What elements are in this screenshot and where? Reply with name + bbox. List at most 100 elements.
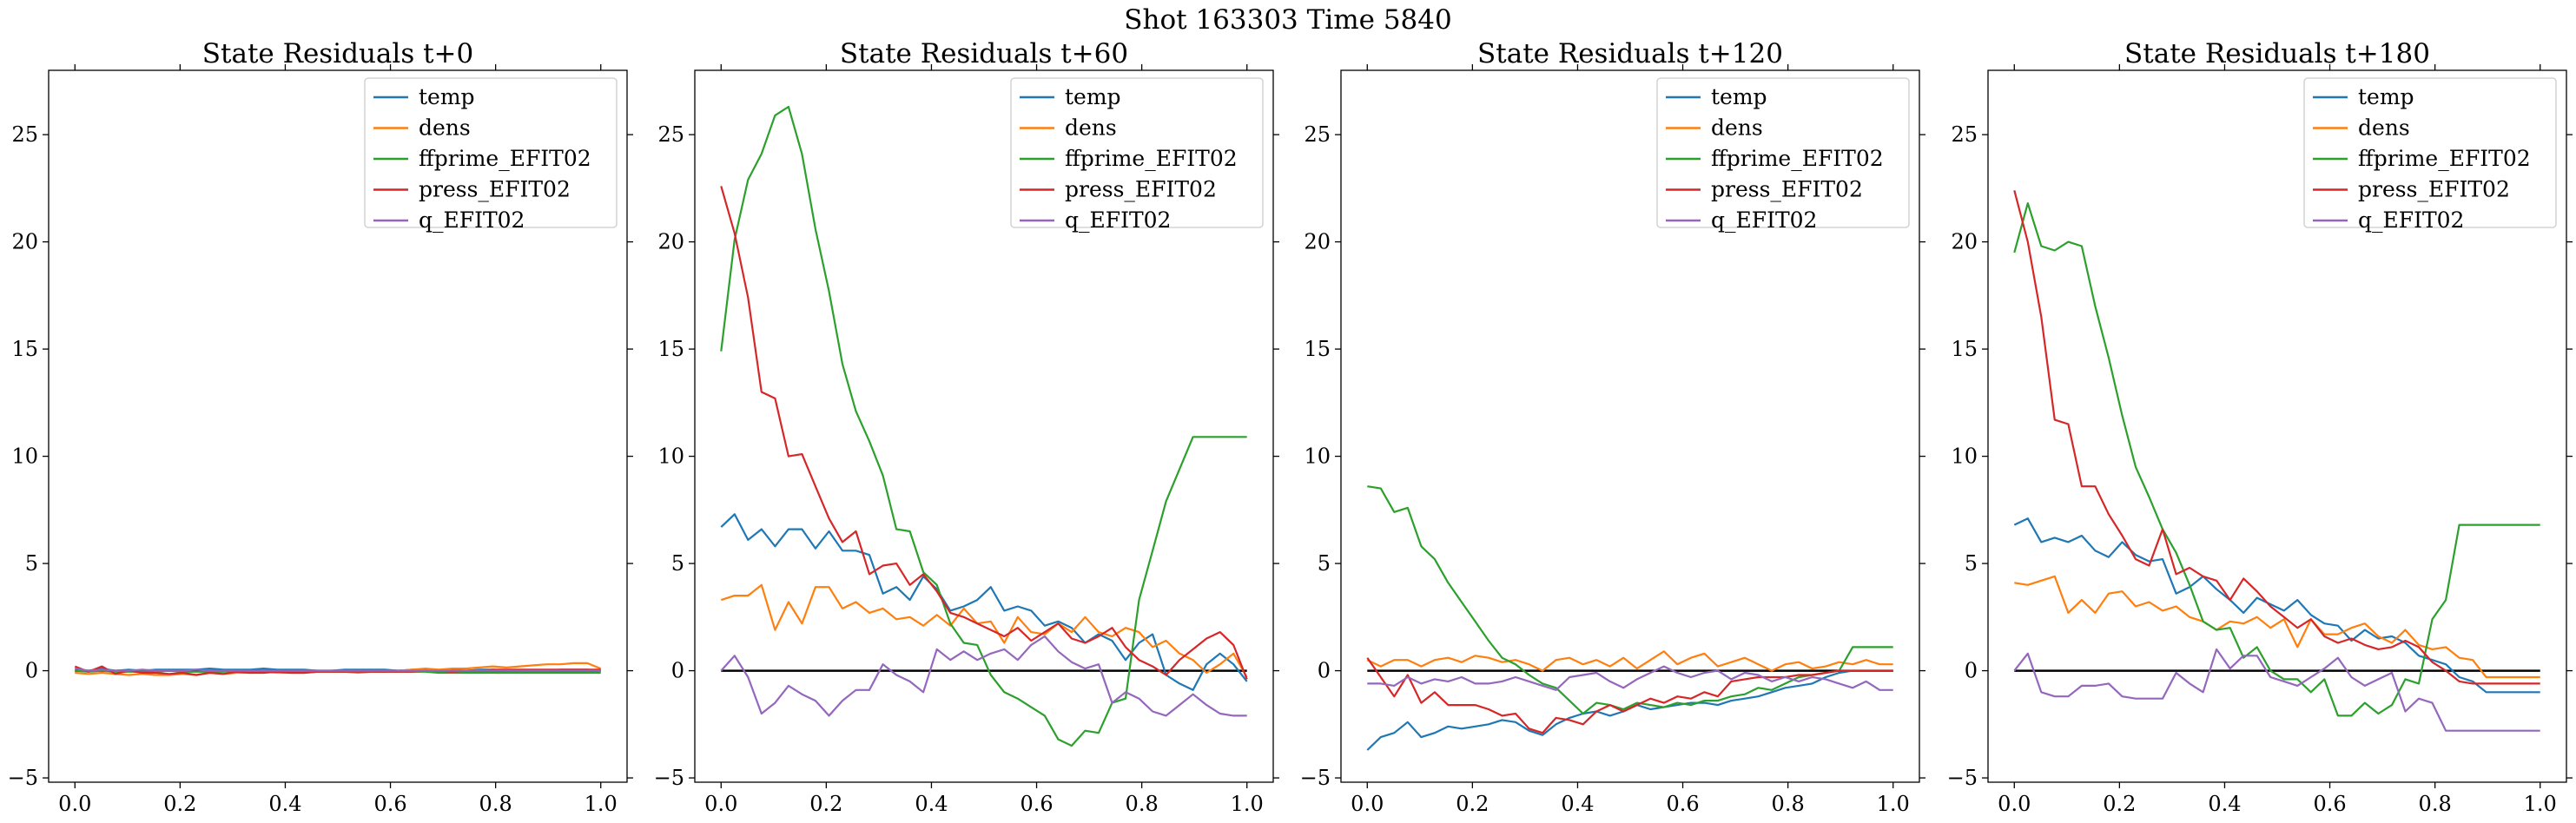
x-tick-label: 0.2 <box>809 792 842 816</box>
axes-frame <box>48 69 628 783</box>
legend-box <box>2303 77 2557 228</box>
y-tick-label: 5 <box>25 551 38 576</box>
x-tick-label: 0.2 <box>1456 792 1489 816</box>
x-tick-label: 0.6 <box>373 792 406 816</box>
series-line-temp <box>2013 517 2540 694</box>
x-tick-label: 0.8 <box>2419 792 2452 816</box>
y-tick-label: 25 <box>11 122 38 147</box>
series-line-ffprime_EFIT02 <box>1367 485 1893 715</box>
chart-title: State Residuals t+60 <box>840 38 1128 69</box>
series-line-q_EFIT02 <box>2013 648 2540 732</box>
series-line-temp <box>720 513 1248 691</box>
legend: temp dens ffprime_EFIT02 press_EFIT02 q_EFIT… <box>1010 77 1264 233</box>
y-tick-label: 20 <box>657 230 684 254</box>
x-tick-label: 0.8 <box>1126 792 1159 816</box>
series-line-ffprime_EFIT02 <box>720 105 1247 747</box>
series-line-press_EFIT02 <box>2013 190 2540 685</box>
legend-label: dens <box>419 115 471 141</box>
chart-title: State Residuals t+0 <box>202 38 473 69</box>
series-line-press_EFIT02 <box>1366 657 1893 734</box>
x-tick-label: 0.2 <box>2103 792 2136 816</box>
legend-label: temp <box>1711 84 1767 109</box>
y-tick-label: 10 <box>11 444 38 469</box>
series-line-q_EFIT02 <box>1367 665 1893 691</box>
series-line-q_EFIT02 <box>75 668 601 672</box>
y-tick-label: 20 <box>11 230 38 254</box>
legend: temp dens ffprime_EFIT02 press_EFIT02 q_EFIT… <box>364 77 618 233</box>
y-tick-label: 0 <box>1965 659 1978 683</box>
legend-box <box>1656 77 1910 228</box>
legend-label: ffprime_EFIT02 <box>1711 146 1884 171</box>
figure-suptitle: Shot 163303 Time 5840 <box>1124 4 1451 36</box>
series-line-dens <box>1366 650 1893 672</box>
y-tick-label: 0 <box>1318 659 1331 683</box>
legend: temp dens ffprime_EFIT02 press_EFIT02 q_EFIT… <box>1656 77 1910 233</box>
legend-label: q_EFIT02 <box>419 207 525 233</box>
legend-label: press_EFIT02 <box>419 177 571 202</box>
legend-label: temp <box>419 84 475 109</box>
y-tick-label: 5 <box>671 551 684 576</box>
y-tick-label: −5 <box>654 766 684 790</box>
legend-label: temp <box>2358 84 2414 109</box>
legend-box <box>364 77 618 228</box>
legend-label: q_EFIT02 <box>1711 207 1817 233</box>
legend-label: ffprime_EFIT02 <box>1065 146 1238 171</box>
series-line-press_EFIT02 <box>74 665 601 676</box>
legend-label: press_EFIT02 <box>1711 177 1863 202</box>
x-tick-label: 1.0 <box>2524 792 2557 816</box>
chart-panel-1: State Residuals t+60 0.0 0.2 0.4 0.6 0.8 1.0 −5… <box>654 38 1279 816</box>
y-tick-label: 20 <box>1951 230 1978 254</box>
x-tick-label: 0.4 <box>2208 792 2241 816</box>
legend: temp dens ffprime_EFIT02 press_EFIT02 q_EFIT… <box>2303 77 2557 233</box>
legend-label: temp <box>1065 84 1121 109</box>
y-tick-label: 25 <box>1951 122 1978 147</box>
x-tick-label: 0.4 <box>268 792 301 816</box>
y-tick-label: 25 <box>1304 122 1331 147</box>
y-tick-label: −5 <box>1947 766 1978 790</box>
y-tick-label: −5 <box>1300 766 1331 790</box>
x-tick-label: 0.6 <box>1020 792 1053 816</box>
x-tick-label: 0.8 <box>1772 792 1805 816</box>
x-tick-label: 0.8 <box>479 792 512 816</box>
x-tick-label: 0.6 <box>2313 792 2346 816</box>
axes-frame <box>1987 69 2567 783</box>
x-tick-label: 0.4 <box>1561 792 1594 816</box>
x-tick-label: 1.0 <box>585 792 618 816</box>
legend-label: dens <box>2358 115 2410 141</box>
x-tick-label: 0.2 <box>163 792 196 816</box>
x-tick-label: 0.0 <box>1351 792 1384 816</box>
axes-frame <box>1340 69 1920 783</box>
axes-frame <box>694 69 1274 783</box>
x-tick-label: 1.0 <box>1877 792 1910 816</box>
x-tick-label: 0.0 <box>1998 792 2031 816</box>
chart-panel-2: State Residuals t+120 0.0 0.2 0.4 0.6 0.8 1.0 −… <box>1300 38 1925 816</box>
y-tick-label: 0 <box>25 659 38 683</box>
legend-label: press_EFIT02 <box>2358 177 2510 202</box>
chart-title: State Residuals t+180 <box>2124 38 2430 69</box>
series-line-press_EFIT02 <box>720 186 1248 680</box>
chart-panel-3: State Residuals t+180 0.0 0.2 0.4 0.6 0.8 1.0 −… <box>1947 38 2573 816</box>
series-line-q_EFIT02 <box>720 635 1247 717</box>
series-line-dens <box>720 583 1248 678</box>
y-tick-label: 15 <box>11 337 38 361</box>
y-tick-label: 15 <box>1951 337 1978 361</box>
series-line-dens <box>2014 575 2540 679</box>
x-tick-label: 1.0 <box>1231 792 1264 816</box>
legend-label: ffprime_EFIT02 <box>2358 146 2531 171</box>
x-tick-label: 0.4 <box>915 792 948 816</box>
y-tick-label: 20 <box>1304 230 1331 254</box>
y-tick-label: 25 <box>657 122 684 147</box>
series-line-ffprime_EFIT02 <box>2013 202 2540 717</box>
x-tick-label: 0.0 <box>704 792 737 816</box>
x-tick-label: 0.6 <box>1666 792 1699 816</box>
legend-label: q_EFIT02 <box>2358 207 2464 233</box>
y-tick-label: 5 <box>1965 551 1978 576</box>
y-tick-label: 15 <box>1304 337 1331 361</box>
x-tick-label: 0.0 <box>58 792 91 816</box>
y-tick-label: 5 <box>1318 551 1331 576</box>
legend-box <box>1010 77 1264 228</box>
chart-title: State Residuals t+120 <box>1477 38 1783 69</box>
y-tick-label: 15 <box>657 337 684 361</box>
y-tick-label: 10 <box>1951 444 1978 469</box>
